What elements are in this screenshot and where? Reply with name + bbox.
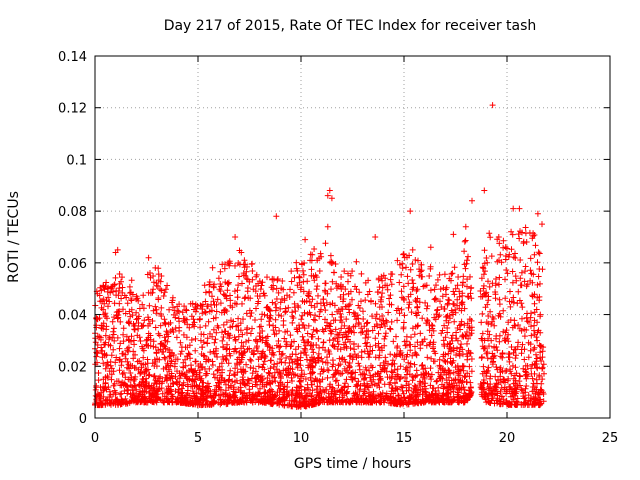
y-tick-label: 0 — [79, 412, 87, 427]
y-tick-label: 0.04 — [58, 309, 87, 324]
y-tick-label: 0.12 — [58, 102, 87, 117]
y-tick-label: 0.08 — [58, 205, 87, 220]
x-tick-label: 0 — [91, 431, 99, 446]
data-markers — [92, 102, 547, 410]
x-tick-label: 15 — [396, 431, 413, 446]
plot-frame — [94, 55, 611, 419]
y-tick-label: 0.02 — [58, 360, 87, 375]
chart-title: Day 217 of 2015, Rate Of TEC Index for r… — [163, 18, 537, 34]
grid-lines — [95, 56, 610, 418]
y-tick-label: 0.06 — [58, 257, 87, 272]
axis-ticks: 0 0.02 0.04 0.06 0.08 0.1 0.12 0.14 0 5 10 15 20 25 — [58, 50, 618, 446]
x-tick-label: 20 — [499, 431, 516, 446]
x-tick-label: 5 — [194, 431, 202, 446]
x-tick-label: 25 — [602, 431, 619, 446]
data-points — [92, 102, 547, 410]
y-tick-label: 0.14 — [58, 50, 87, 65]
y-axis-label: ROTI / TECUs — [6, 191, 22, 283]
x-axis-label: GPS time / hours — [293, 456, 412, 472]
y-tick-label: 0.1 — [66, 153, 87, 168]
x-tick-label: 10 — [293, 431, 310, 446]
